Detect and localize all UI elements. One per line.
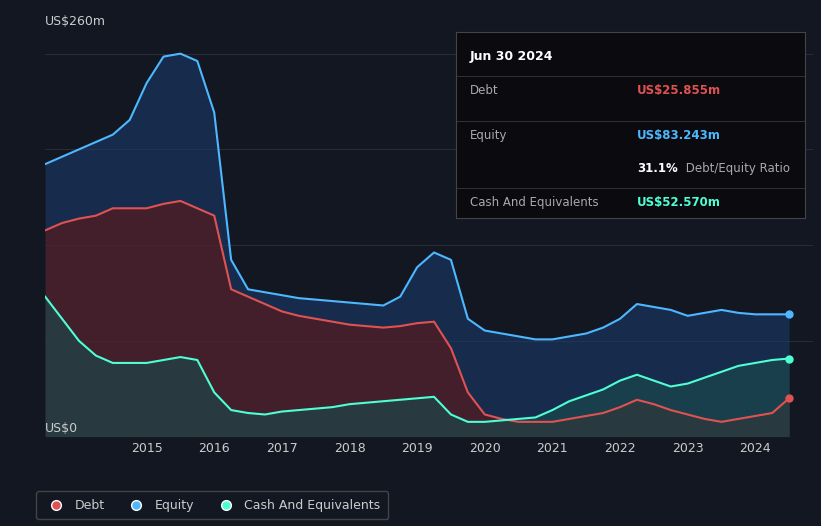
Text: US$0: US$0: [45, 421, 78, 434]
Text: Cash And Equivalents: Cash And Equivalents: [470, 196, 599, 209]
Text: 31.1%: 31.1%: [637, 162, 678, 175]
Text: US$260m: US$260m: [45, 15, 106, 27]
Text: Debt/Equity Ratio: Debt/Equity Ratio: [682, 162, 791, 175]
Text: Equity: Equity: [470, 129, 507, 141]
Text: US$25.855m: US$25.855m: [637, 84, 721, 97]
Text: Jun 30 2024: Jun 30 2024: [470, 50, 553, 63]
Legend: Debt, Equity, Cash And Equivalents: Debt, Equity, Cash And Equivalents: [36, 491, 388, 520]
Text: US$83.243m: US$83.243m: [637, 129, 721, 141]
Text: Debt: Debt: [470, 84, 498, 97]
Text: US$52.570m: US$52.570m: [637, 196, 721, 209]
